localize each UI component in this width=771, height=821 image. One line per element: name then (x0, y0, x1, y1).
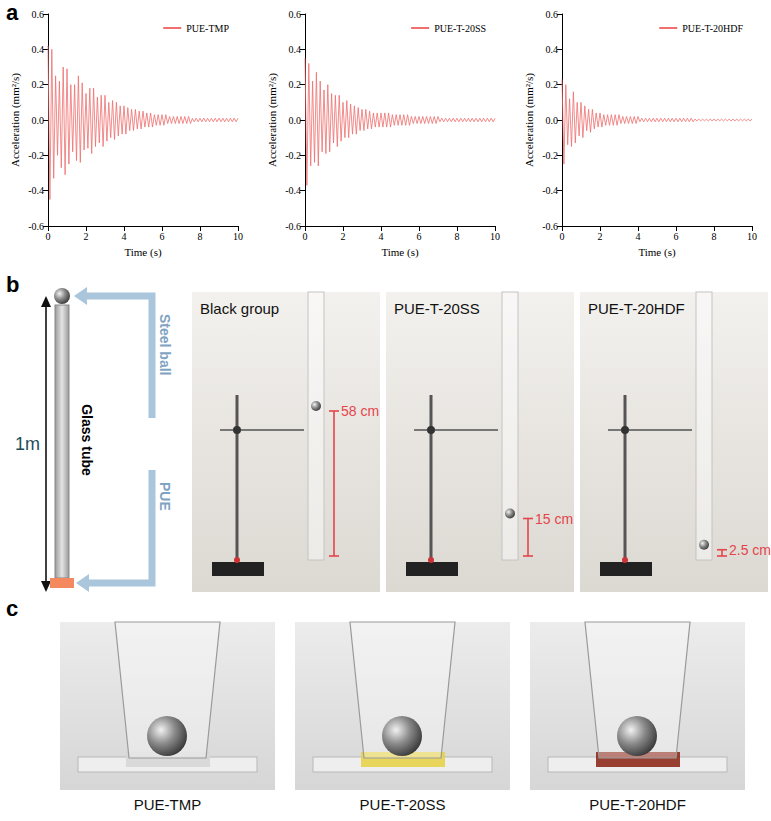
svg-text:0.0: 0.0 (289, 115, 302, 126)
svg-text:10: 10 (747, 231, 757, 242)
svg-text:PUE-T-20HDF: PUE-T-20HDF (682, 23, 743, 34)
svg-text:Black group: Black group (200, 300, 279, 317)
svg-text:4: 4 (379, 231, 384, 242)
svg-text:1m: 1m (15, 434, 40, 454)
svg-text:-0.4: -0.4 (285, 185, 301, 196)
svg-text:0.6: 0.6 (32, 9, 45, 20)
svg-text:PUE-T-20HDF: PUE-T-20HDF (589, 796, 686, 813)
svg-text:6: 6 (417, 231, 422, 242)
svg-text:PUE-T-20SS: PUE-T-20SS (394, 300, 480, 317)
svg-text:Acceleration (mm²/s): Acceleration (mm²/s) (266, 73, 279, 167)
svg-text:0: 0 (46, 231, 51, 242)
svg-text:PUE-T-20SS: PUE-T-20SS (434, 23, 486, 34)
svg-text:Time (s): Time (s) (381, 246, 419, 259)
svg-text:Acceleration (mm²/s): Acceleration (mm²/s) (523, 73, 536, 167)
svg-text:0.2: 0.2 (546, 79, 559, 90)
svg-text:-0.2: -0.2 (542, 150, 558, 161)
svg-text:PUE-T-20HDF: PUE-T-20HDF (588, 300, 685, 317)
svg-text:2: 2 (84, 231, 89, 242)
svg-text:6: 6 (160, 231, 165, 242)
svg-text:2: 2 (598, 231, 603, 242)
svg-text:0.4: 0.4 (289, 44, 302, 55)
svg-text:Glass tube: Glass tube (79, 404, 95, 476)
svg-text:Acceleration (mm²/s): Acceleration (mm²/s) (9, 73, 22, 167)
svg-text:0: 0 (560, 231, 565, 242)
svg-text:0.6: 0.6 (546, 9, 559, 20)
svg-text:c: c (6, 596, 18, 621)
svg-text:-0.6: -0.6 (542, 221, 558, 232)
svg-text:PUE-TMP: PUE-TMP (134, 796, 202, 813)
svg-text:0: 0 (303, 231, 308, 242)
svg-text:-0.6: -0.6 (28, 221, 44, 232)
svg-text:-0.4: -0.4 (542, 185, 558, 196)
svg-text:Steel ball: Steel ball (157, 314, 173, 375)
svg-text:8: 8 (455, 231, 460, 242)
svg-text:0.4: 0.4 (32, 44, 45, 55)
svg-text:PUE-TMP: PUE-TMP (186, 23, 229, 34)
svg-text:8: 8 (198, 231, 203, 242)
svg-text:4: 4 (122, 231, 127, 242)
svg-text:0.0: 0.0 (32, 115, 45, 126)
svg-text:0.4: 0.4 (546, 44, 559, 55)
svg-text:0.2: 0.2 (289, 79, 302, 90)
svg-text:58 cm: 58 cm (341, 403, 379, 419)
svg-text:2.5 cm: 2.5 cm (729, 542, 771, 558)
svg-text:Time (s): Time (s) (124, 246, 162, 259)
svg-text:0.2: 0.2 (32, 79, 45, 90)
svg-text:-0.6: -0.6 (285, 221, 301, 232)
svg-text:PUE: PUE (157, 482, 173, 511)
svg-text:-0.2: -0.2 (285, 150, 301, 161)
svg-text:Time (s): Time (s) (638, 246, 676, 259)
svg-text:b: b (6, 272, 19, 297)
svg-text:4: 4 (636, 231, 641, 242)
svg-text:8: 8 (712, 231, 717, 242)
svg-text:2: 2 (341, 231, 346, 242)
svg-text:10: 10 (233, 231, 243, 242)
svg-text:0.0: 0.0 (546, 115, 559, 126)
svg-text:15 cm: 15 cm (535, 511, 573, 527)
svg-text:0.6: 0.6 (289, 9, 302, 20)
svg-text:-0.2: -0.2 (28, 150, 44, 161)
svg-text:a: a (6, 0, 19, 25)
svg-text:10: 10 (490, 231, 500, 242)
svg-text:6: 6 (674, 231, 679, 242)
svg-text:-0.4: -0.4 (28, 185, 44, 196)
svg-text:PUE-T-20SS: PUE-T-20SS (360, 796, 446, 813)
